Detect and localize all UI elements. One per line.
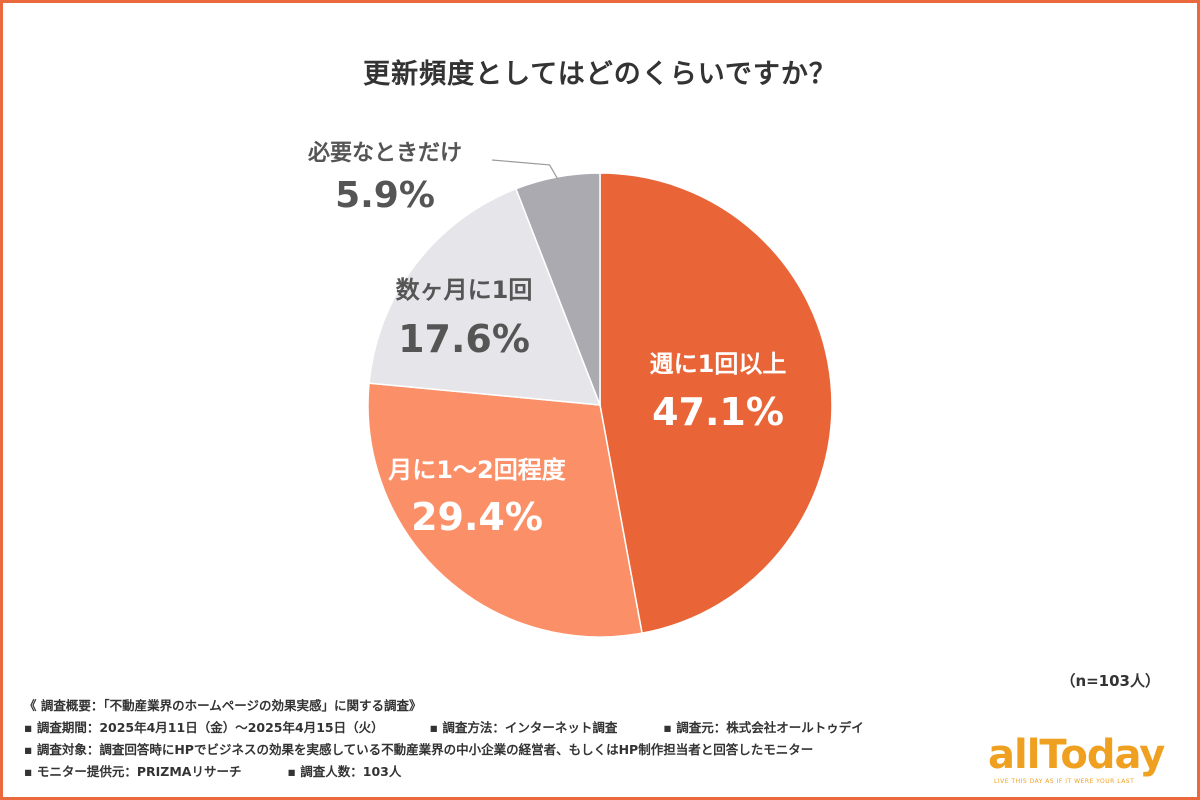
notes-method: ▪ 調査方法：インターネット調査 [429, 720, 618, 735]
notes-period: ▪ 調査期間：2025年4月11日（金）〜2025年4月15日（火） [24, 720, 384, 735]
pie-slice-2 [367, 382, 643, 638]
chart-title: 更新頻度としてはどのくらいですか？ [363, 59, 837, 90]
notes-count: ▪ 調査人数：103人 [287, 764, 402, 779]
sample-size-label: （n=103人） [1060, 672, 1160, 690]
slice-label-2: 月に1〜2回程度 [387, 456, 566, 484]
slice-value-1: 47.1% [652, 390, 784, 434]
slice-value-2: 29.4% [411, 495, 543, 539]
pie-slice-4 [514, 172, 601, 406]
pie-slice-3 [368, 187, 602, 406]
pie-slice-1 [599, 172, 833, 635]
slice-label-3: 数ヶ月に1回 [396, 276, 533, 304]
slice-value-4: 5.9% [335, 175, 435, 216]
notes-row-1: ▪ 調査期間：2025年4月11日（金）〜2025年4月15日（火） ▪ 調査方法… [24, 717, 974, 739]
notes-row-3: ▪ モニター提供元：PRIZMAリサーチ ▪ 調査人数：103人 [24, 761, 974, 783]
slice-label-1: 週に1回以上 [650, 350, 787, 378]
slice-value-3: 17.6% [398, 317, 530, 361]
notes-target: ▪ 調査対象：調査回答時にHPでビジネスの効果を実感している不動産業界の中小企業… [24, 742, 814, 757]
slice-label-4: 必要なときだけ [308, 140, 462, 166]
notes-header: 《 調査概要：「不動産業界のホームページの効果実感」に関する調査》 [24, 698, 422, 713]
notes-provider: ▪ モニター提供元：PRIZMAリサーチ [24, 764, 242, 779]
logo-tagline: LIVE THIS DAY AS IF IT WERE YOUR LAST [994, 778, 1135, 785]
alltoday-logo: allToday LIVE THIS DAY AS IF IT WERE YOU… [988, 732, 1178, 792]
notes-source: ▪ 調査元：株式会社オールトゥデイ [663, 720, 864, 735]
leader-line [491, 159, 559, 180]
logo-wordmark: allToday [988, 732, 1165, 778]
survey-notes: 《 調査概要：「不動産業界のホームページの効果実感」に関する調査》 ▪ 調査期間… [24, 695, 974, 783]
